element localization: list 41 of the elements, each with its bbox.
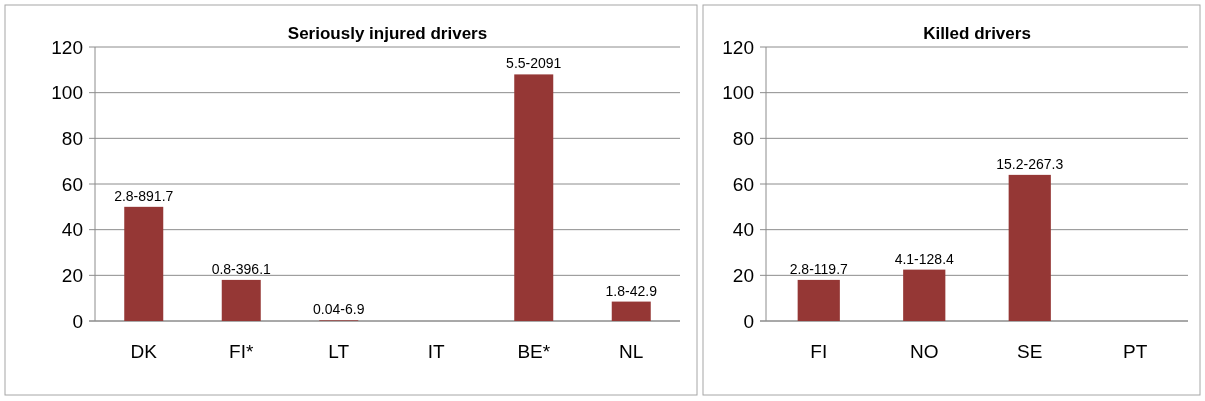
y-tick-label: 80: [61, 127, 83, 149]
y-tick-label: 80: [732, 127, 754, 149]
bar: [797, 279, 840, 321]
bar: [221, 279, 261, 321]
y-tick-label: 20: [61, 264, 83, 286]
y-tick-label: 0: [743, 310, 754, 332]
y-tick-label: 60: [732, 173, 754, 195]
data-label: 2.8-119.7: [789, 260, 849, 277]
x-tick-label: LT: [328, 341, 350, 362]
bar: [611, 301, 651, 321]
bar: [903, 269, 946, 321]
x-tick-label: PT: [1123, 341, 1148, 362]
y-tick-label: 100: [51, 82, 83, 104]
chart-title: Killed drivers: [923, 24, 1031, 43]
x-tick-label: FI: [810, 341, 828, 362]
data-label: 4.1-128.4: [894, 250, 955, 267]
bar: [1008, 174, 1051, 321]
data-label: 15.2-267.3: [996, 155, 1064, 172]
bar: [124, 206, 164, 321]
x-tick-label: FI*: [229, 341, 254, 362]
x-tick-label: NO: [910, 341, 939, 362]
y-tick-label: 60: [61, 173, 83, 195]
bar: [514, 74, 554, 321]
y-tick-label: 40: [732, 219, 754, 241]
chart-title: Seriously injured drivers: [287, 24, 488, 43]
y-tick-label: 120: [722, 36, 754, 58]
data-label: 5.5-2091: [506, 55, 562, 72]
y-tick-label: 0: [72, 310, 83, 332]
y-tick-label: 40: [61, 219, 83, 241]
y-tick-label: 100: [722, 82, 754, 104]
data-label: 0.8-396.1: [211, 260, 272, 277]
x-tick-label: IT: [427, 341, 446, 362]
data-label: 0.04-6.9: [313, 301, 365, 318]
data-label: 2.8-891.7: [114, 187, 174, 204]
x-tick-label: BE*: [517, 341, 551, 362]
y-tick-label: 120: [51, 36, 83, 58]
x-tick-label: NL: [619, 341, 644, 362]
data-label: 1.8-42.9: [605, 282, 658, 299]
x-tick-label: SE: [1017, 341, 1043, 362]
x-tick-label: DK: [130, 341, 158, 362]
y-tick-label: 20: [732, 264, 754, 286]
